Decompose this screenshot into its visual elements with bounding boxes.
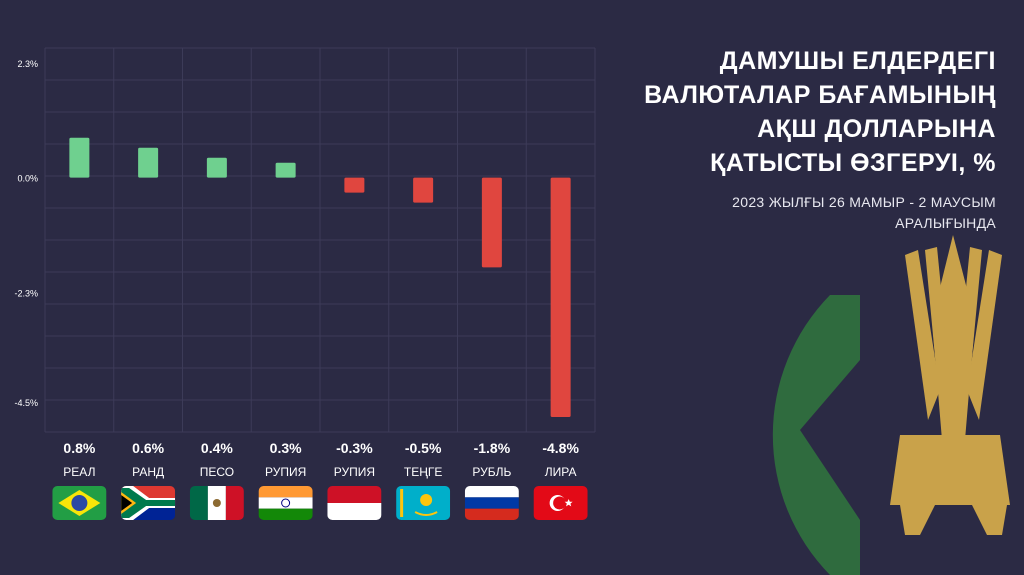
value-label: -1.8% [474,440,511,456]
subtitle: 2023 ЖЫЛҒЫ 26 МАМЫР - 2 МАУСЫМ АРАЛЫҒЫНД… [576,192,996,234]
kazakhstan-flag-icon [396,486,451,520]
subtitle-line-1: 2023 ЖЫЛҒЫ 26 МАМЫР - 2 МАУСЫМ [732,194,996,210]
y-tick-label: 2.3% [17,59,38,69]
turkey-flag-icon [533,486,588,520]
flag-part [121,488,176,518]
flag-part [212,499,221,507]
flag-part [258,497,313,509]
value-label: -4.8% [542,440,579,456]
flag-part [414,511,438,516]
bar [413,177,434,203]
indonesia-flag-icon [327,486,382,520]
south-africa-flag-icon [121,486,176,520]
bar [206,157,227,178]
brazil-flag-icon [52,486,107,520]
flag-part [327,486,382,503]
category-labels: 0.8% РЕАЛ 0.6% РАНД 0.4% ПЕСО 0.3% РУПИЯ -0.3% РУ… [63,440,579,479]
category-label: ПЕСО [200,465,234,479]
bar [138,147,159,178]
bar [550,177,571,418]
bar [344,177,365,193]
value-label: 0.8% [63,440,95,456]
value-label: 0.6% [132,440,164,456]
title-line-4: ҚАТЫСТЫ ӨЗГЕРУІ, % [710,149,996,177]
category-label: ЛИРА [545,465,577,479]
title-line-1: ДАМУШЫ ЕЛДЕРДЕГІ [719,47,996,75]
y-tick-label: 0.0% [17,174,38,184]
national-emblem-icon [772,235,1010,575]
flag-part [327,503,382,520]
mexico-flag-icon [189,486,244,520]
category-label: РУБЛЬ [472,465,511,479]
russia-flag-icon [464,486,519,520]
flag-part [121,495,133,511]
subtitle-line-2: АРАЛЫҒЫНДА [895,215,996,231]
category-label: РАНД [132,465,164,479]
bar [481,177,502,268]
flag-part [464,508,519,520]
category-label: РУПИЯ [265,465,306,479]
y-tick-label: -4.5% [14,398,38,408]
flag-part [71,495,88,511]
bar [69,137,90,178]
flag-part [420,494,433,506]
value-label: -0.3% [336,440,373,456]
category-label: РЕАЛ [63,465,95,479]
y-tick-label: -2.3% [14,288,38,298]
flag-part [258,508,313,520]
emblem-green-arc [772,295,860,575]
category-label: РУПИЯ [334,465,375,479]
value-label: 0.3% [270,440,302,456]
flag-part [258,486,313,498]
flag-part [281,498,291,508]
value-label: -0.5% [405,440,442,456]
bar [275,162,296,178]
chart-grid [44,47,596,433]
title-line-2: ВАЛЮТАЛАР БАҒАМЫНЫҢ [644,81,996,109]
flag-part [464,486,519,498]
flag-part [464,497,519,509]
value-label: 0.4% [201,440,233,456]
flag-part [400,489,404,517]
y-axis: 2.3% 0.0% -2.3% -4.5% [14,59,38,408]
flag-part [553,496,567,510]
flags-group [52,486,588,520]
india-flag-icon [258,486,313,520]
flag-part [189,486,208,520]
bars-group [69,137,571,418]
category-label: ТЕҢГЕ [404,465,443,479]
flag-part [564,499,573,507]
title-block: ДАМУШЫ ЕЛДЕРДЕГІ ВАЛЮТАЛАР БАҒАМЫНЫҢ АҚШ… [576,44,996,234]
title-line-3: АҚШ ДОЛЛАРЫНА [757,115,996,143]
emblem-gold-wings [890,235,1010,535]
flag-part [225,486,244,520]
